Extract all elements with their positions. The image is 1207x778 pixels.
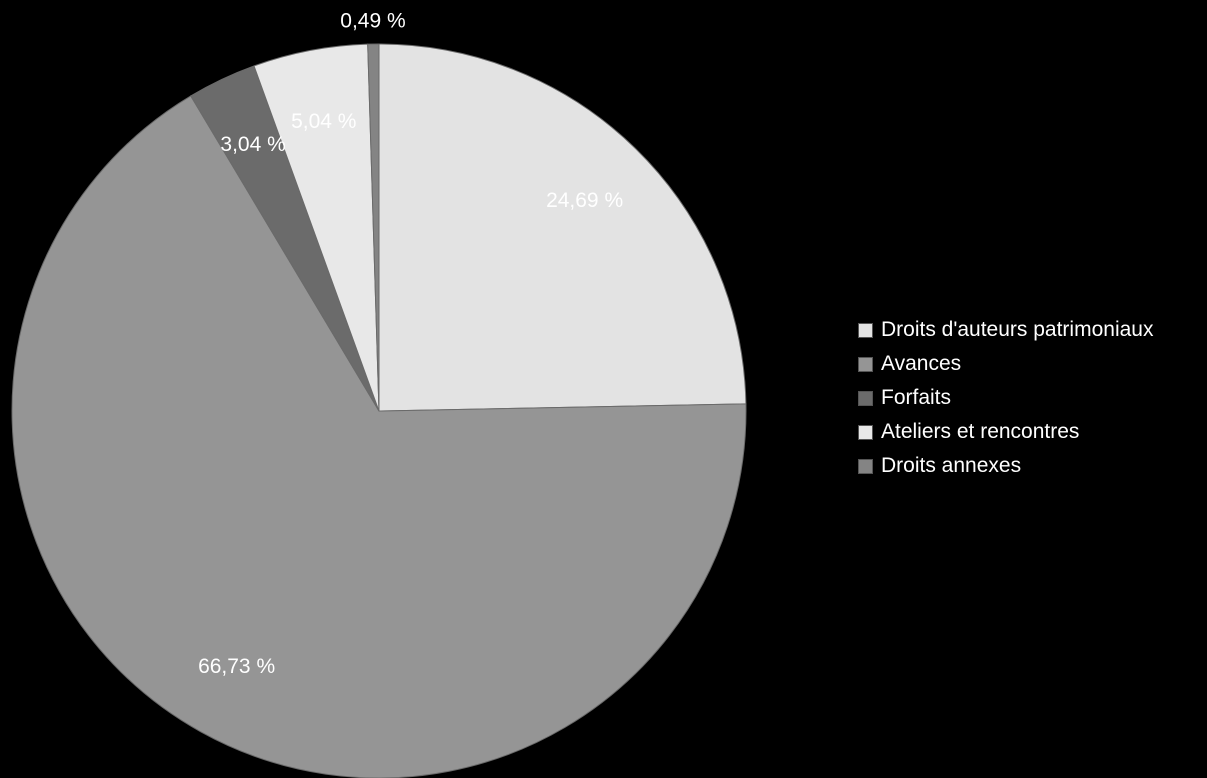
pie-data-label-4: 0,49 %: [340, 10, 405, 33]
legend-label: Forfaits: [881, 386, 951, 410]
legend-item-2: Forfaits: [858, 381, 1153, 415]
legend-swatch: [858, 391, 873, 406]
pie-data-label-0: 24,69 %: [546, 189, 623, 212]
legend-label: Ateliers et rencontres: [881, 420, 1079, 444]
legend-swatch: [858, 323, 873, 338]
pie-data-label-2: 3,04 %: [220, 133, 285, 156]
legend-item-0: Droits d'auteurs patrimoniaux: [858, 313, 1153, 347]
legend-swatch: [858, 357, 873, 372]
pie-data-label-1: 66,73 %: [198, 655, 275, 678]
legend-label: Droits annexes: [881, 454, 1021, 478]
legend-item-4: Droits annexes: [858, 449, 1153, 483]
pie-data-label-3: 5,04 %: [291, 110, 356, 133]
legend-label: Avances: [881, 352, 961, 376]
legend-swatch: [858, 425, 873, 440]
legend-swatch: [858, 459, 873, 474]
chart-legend: Droits d'auteurs patrimoniaux Avances Forf…: [858, 313, 1153, 483]
legend-item-1: Avances: [858, 347, 1153, 381]
pie-slice-0: [379, 44, 746, 411]
pie-slices: [12, 44, 746, 778]
legend-label: Droits d'auteurs patrimoniaux: [881, 318, 1153, 342]
legend-item-3: Ateliers et rencontres: [858, 415, 1153, 449]
